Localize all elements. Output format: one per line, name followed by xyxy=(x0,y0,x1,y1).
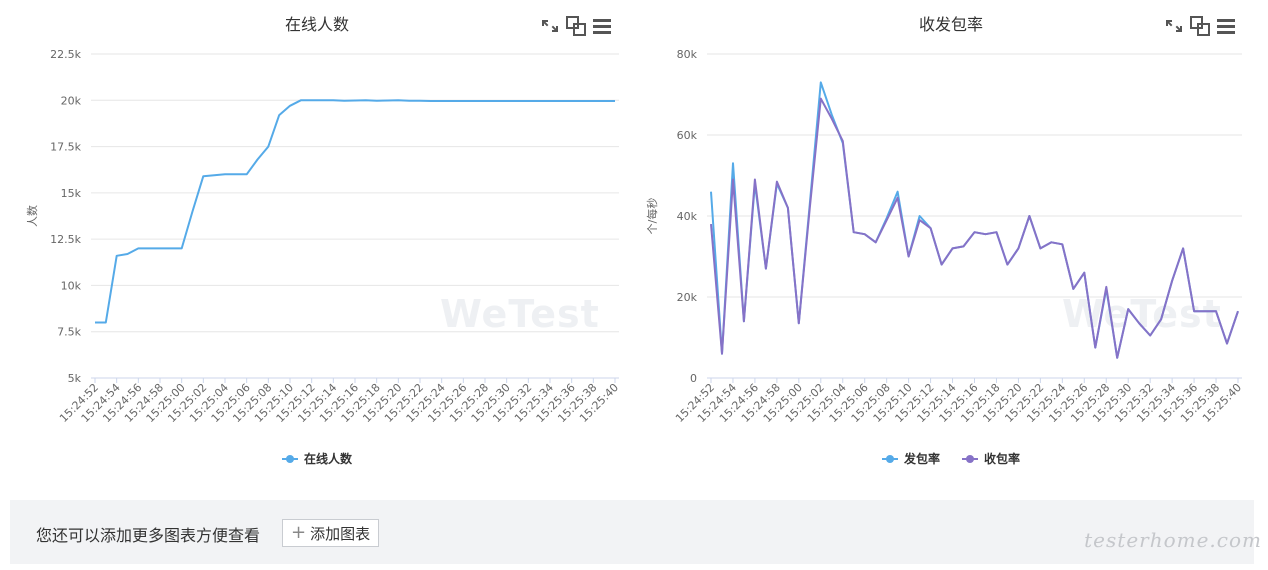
copy-icon[interactable] xyxy=(1190,16,1210,36)
plus-icon: + xyxy=(291,522,307,543)
y-tick-label: 20k xyxy=(677,291,698,304)
y-tick-label: 7.5k xyxy=(57,326,81,339)
add-chart-button-label: 添加图表 xyxy=(310,524,371,543)
chart-legend: 在线人数 xyxy=(0,450,634,467)
packet-rate-chart-panel: 收发包率 WeTest 0 20k 40k 60k 80k 个/每秒 15:24:52 15:… xyxy=(634,0,1268,490)
legend-marker xyxy=(881,454,898,464)
site-watermark: testerhome.com xyxy=(1084,528,1262,552)
packet-rate-line-chart: 020k40k60k80k个/每秒15:24:5215:24:5415:24:5… xyxy=(645,48,1244,425)
chart-title: 在线人数 xyxy=(284,15,349,34)
expand-icon[interactable] xyxy=(540,16,560,36)
chart-toolbar xyxy=(1164,16,1236,36)
y-tick-label: 12.5k xyxy=(50,233,81,246)
legend-item-receive-rate[interactable]: 收包率 xyxy=(962,450,1020,467)
menu-icon[interactable] xyxy=(592,16,612,36)
legend-label: 收包率 xyxy=(984,452,1021,466)
online-users-line-chart: 5k7.5k10k12.5k15k17.5k20k22.5k人数15:24:52… xyxy=(26,48,621,425)
legend-label: 发包率 xyxy=(903,452,940,466)
y-tick-label: 17.5k xyxy=(50,141,81,154)
legend-item-send-rate[interactable]: 发包率 xyxy=(881,450,940,467)
series-line-2 xyxy=(710,97,1239,359)
add-chart-bar: 您还可以添加更多图表方便查看 + 添加图表 xyxy=(10,500,1254,564)
legend-marker xyxy=(281,454,298,464)
online-users-chart-panel: 在线人数 WeTest 5k 7.5k 10k 12.5k 15k 17.5k 20k 22.… xyxy=(0,0,634,490)
chart-legend: 发包率 收包率 xyxy=(634,450,1268,467)
chart-title: 收发包率 xyxy=(918,15,983,34)
y-axis-title: 人数 xyxy=(26,205,39,227)
y-tick-label: 20k xyxy=(61,94,82,107)
series-line-1 xyxy=(95,99,615,324)
chart-toolbar xyxy=(540,16,612,36)
legend-label: 在线人数 xyxy=(303,452,352,466)
y-tick-label: 15k xyxy=(61,187,82,200)
legend-item-online-users[interactable]: 在线人数 xyxy=(281,450,352,467)
add-chart-button[interactable]: + 添加图表 xyxy=(282,519,380,547)
y-axis-title: 个/每秒 xyxy=(645,198,659,235)
expand-icon[interactable] xyxy=(1164,16,1184,36)
y-tick-label: 60k xyxy=(677,129,698,142)
y-tick-label: 80k xyxy=(677,48,698,61)
y-tick-label: 5k xyxy=(68,372,82,385)
add-chart-hint: 您还可以添加更多图表方便查看 xyxy=(36,526,261,545)
menu-icon[interactable] xyxy=(1216,16,1236,36)
y-tick-label: 22.5k xyxy=(50,48,81,61)
legend-marker xyxy=(962,454,978,464)
y-tick-label: 0 xyxy=(690,372,697,385)
copy-icon[interactable] xyxy=(566,16,586,36)
y-tick-label: 40k xyxy=(677,210,698,223)
y-tick-label: 10k xyxy=(61,279,82,292)
wetest-watermark: WeTest xyxy=(440,292,600,336)
